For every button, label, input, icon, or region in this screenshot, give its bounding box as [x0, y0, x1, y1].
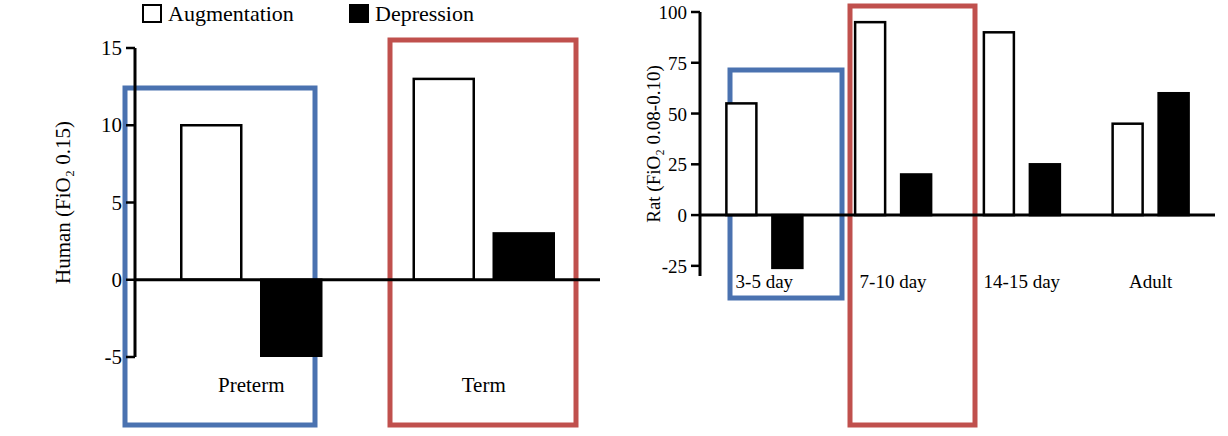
bar	[261, 280, 321, 357]
bars	[726, 22, 1188, 268]
chart-1: -25 0 25 50 75 100 3-5 day 7-10 day 14-15 day Adu…	[643, 2, 1215, 425]
highlight-box	[125, 88, 315, 425]
y-tick-label: 25	[668, 154, 687, 175]
legend-swatch	[143, 5, 161, 22]
bar	[181, 125, 241, 280]
y-axis-title: Rat (FiO₂ 0.08-0.10)	[643, 65, 665, 223]
bar	[494, 233, 554, 279]
bars	[181, 79, 554, 357]
category-label: Term	[462, 373, 506, 397]
y-tick-label: 75	[668, 53, 687, 74]
legend-label: Augmentation	[168, 1, 294, 26]
y-tick	[691, 62, 700, 65]
y-axis-title: Human (FiO₂ 0.15)	[51, 121, 75, 284]
figure: -5 0 5 10 15 Preterm Term Human (FiO₂ 0.15) Augm…	[0, 0, 1228, 436]
bar	[726, 103, 756, 215]
y-tick-label: -5	[105, 345, 123, 369]
y-tick	[126, 356, 135, 359]
category-label: 3-5 day	[736, 271, 794, 292]
y-tick	[126, 47, 135, 50]
y-tick-label: 100	[659, 2, 688, 23]
y-tick-label: 0	[112, 268, 123, 292]
legend-label: Depression	[375, 1, 474, 26]
category-label: Adult	[1129, 271, 1173, 292]
y-tick	[691, 163, 700, 166]
chart-0: -5 0 5 10 15 Preterm Term Human (FiO₂ 0.15) Augm…	[51, 1, 600, 425]
bar	[1159, 93, 1189, 215]
highlight-box	[390, 40, 576, 425]
legend-swatch	[350, 5, 368, 22]
bar	[984, 32, 1014, 215]
zero-line	[135, 278, 600, 281]
zero-line	[700, 214, 1215, 217]
y-tick-label: 50	[668, 104, 687, 125]
y-tick-label: 10	[101, 113, 122, 137]
bar	[901, 174, 931, 215]
bar	[855, 22, 885, 215]
y-tick-label: 15	[101, 36, 122, 60]
y-tick	[126, 124, 135, 127]
bar	[414, 79, 474, 280]
y-tick-label: -25	[662, 256, 687, 277]
bar	[1030, 164, 1060, 215]
y-tick	[126, 201, 135, 204]
bar	[1113, 124, 1143, 215]
bar	[772, 215, 802, 268]
category-label: 14-15 day	[984, 271, 1061, 292]
category-label: 7-10 day	[860, 271, 928, 292]
y-axis	[699, 12, 702, 276]
y-tick-label: 0	[678, 205, 688, 226]
category-label: Preterm	[218, 373, 284, 397]
y-tick	[691, 112, 700, 115]
y-tick	[126, 279, 135, 282]
y-tick-label: 5	[112, 191, 123, 215]
y-tick	[691, 265, 700, 268]
y-tick	[691, 11, 700, 14]
y-tick	[691, 214, 700, 217]
